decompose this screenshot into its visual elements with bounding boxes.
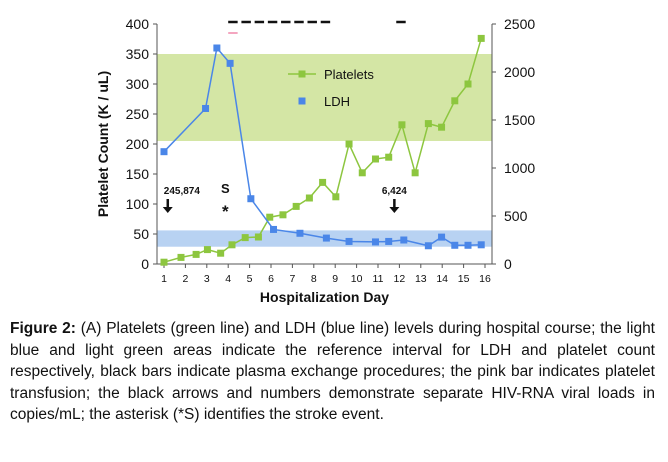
- x-tick-label: 13: [415, 273, 427, 285]
- tick-labels: 0 50 100 150 200 250 300 350 400 0 500 1000 1500 2000…: [126, 16, 536, 285]
- platelets-point: [424, 120, 432, 128]
- platelets-point: [177, 253, 185, 261]
- platelets-point: [228, 241, 236, 249]
- ldh-point: [213, 44, 221, 52]
- down-arrow-icon: [162, 199, 173, 213]
- ldh-point: [400, 236, 408, 244]
- x-tick-label: 16: [479, 273, 491, 285]
- ldh-point: [371, 238, 379, 246]
- arrow-head: [162, 207, 173, 213]
- y-tick-label-right: 1000: [504, 160, 535, 176]
- y-axis-title: Platelet Count (K / uL): [95, 71, 111, 217]
- x-tick-label: 14: [436, 273, 448, 285]
- platelets-point: [451, 97, 459, 105]
- platelets-point: [217, 249, 225, 257]
- platelets-point: [319, 178, 327, 186]
- platelets-point: [254, 233, 262, 241]
- platelets-point: [358, 169, 366, 177]
- y-tick-label-left: 50: [133, 226, 149, 242]
- x-tick-label: 12: [394, 273, 406, 285]
- y-tick-label-left: 250: [126, 106, 150, 122]
- platelets-point: [266, 213, 274, 221]
- platelets-point: [477, 34, 485, 42]
- x-tick-label: 11: [373, 273, 384, 285]
- ldh-point: [345, 237, 353, 245]
- ldh-point: [464, 241, 472, 249]
- ldh-point: [451, 241, 459, 249]
- ldh-point: [296, 229, 304, 237]
- procedure-bars: [228, 20, 406, 34]
- ldh-point: [226, 59, 234, 67]
- platelets-point: [345, 140, 353, 148]
- legend-label-ldh: LDH: [324, 94, 350, 109]
- y-tick-label-left: 200: [126, 136, 150, 152]
- x-tick-label: 5: [247, 273, 253, 285]
- annotations: 245,874 6,424 S *: [162, 181, 407, 221]
- y-tick-label-left: 150: [126, 166, 150, 182]
- stroke-asterisk: *: [222, 202, 229, 221]
- y-tick-label-left: 400: [126, 16, 150, 32]
- x-tick-label: 7: [289, 273, 295, 285]
- x-tick-label: 3: [204, 273, 210, 285]
- x-axis-title: Hospitalization Day: [260, 289, 389, 305]
- y-tick-label-right: 2500: [504, 16, 535, 32]
- series-lines: [160, 34, 485, 266]
- reference-bands: [157, 54, 492, 247]
- ldh-point: [247, 195, 255, 203]
- platelets-point: [160, 258, 168, 266]
- caption-label: Figure 2:: [10, 320, 76, 337]
- figure-caption: Figure 2: (A) Platelets (green line) and…: [10, 318, 655, 426]
- ldh-point: [202, 104, 210, 112]
- chart: 0 50 100 150 200 250 300 350 400 0 500 1000 1500 2000…: [95, 16, 536, 305]
- platelets-point: [279, 211, 287, 219]
- x-tick-label: 2: [182, 273, 188, 285]
- legend: Platelets LDH: [288, 67, 374, 109]
- x-tick-label: 4: [225, 273, 231, 285]
- platelets-point: [398, 121, 406, 129]
- ldh-point: [424, 242, 432, 250]
- legend-label-platelets: Platelets: [324, 67, 374, 82]
- y-tick-label-left: 300: [126, 76, 150, 92]
- x-tick-label: 10: [351, 273, 363, 285]
- ldh-point: [385, 237, 393, 245]
- arrow-head: [389, 207, 400, 213]
- x-tick-label: 8: [311, 273, 317, 285]
- x-tick-label: 1: [161, 273, 167, 285]
- platelets-point: [203, 246, 211, 254]
- platelets-point: [464, 80, 472, 88]
- platelets-point: [332, 193, 340, 201]
- caption-text: (A) Platelets (green line) and LDH (blue…: [10, 320, 655, 423]
- legend-marker-ldh: [298, 97, 306, 105]
- y-tick-label-left: 0: [141, 256, 149, 272]
- y-tick-label-right: 2000: [504, 64, 535, 80]
- platelets-point: [241, 234, 249, 242]
- ldh-point: [438, 233, 446, 241]
- x-tick-label: 9: [332, 273, 338, 285]
- platelets-point: [411, 169, 419, 177]
- stroke-label: S: [221, 181, 230, 196]
- y-tick-label-left: 350: [126, 46, 150, 62]
- y-tick-label-right: 0: [504, 256, 512, 272]
- platelets-point: [292, 202, 300, 210]
- ldh-point: [322, 234, 330, 242]
- platelets-point: [305, 194, 313, 202]
- viral-load-label: 6,424: [382, 186, 407, 197]
- platelets-point: [371, 155, 379, 163]
- ldh-point: [270, 225, 278, 233]
- ldh-point: [160, 148, 168, 156]
- legend-marker-platelets: [298, 70, 306, 78]
- platelets-point: [192, 250, 200, 258]
- y-tick-label-right: 1500: [504, 112, 535, 128]
- y-tick-label-left: 100: [126, 196, 150, 212]
- down-arrow-icon: [389, 199, 400, 213]
- x-tick-label: 15: [458, 273, 470, 285]
- ldh-point: [477, 241, 485, 249]
- y-tick-label-right: 500: [504, 208, 528, 224]
- viral-load-label: 245,874: [164, 186, 201, 197]
- platelets-point: [385, 153, 393, 161]
- x-tick-label: 6: [268, 273, 274, 285]
- platelets-point: [438, 123, 446, 131]
